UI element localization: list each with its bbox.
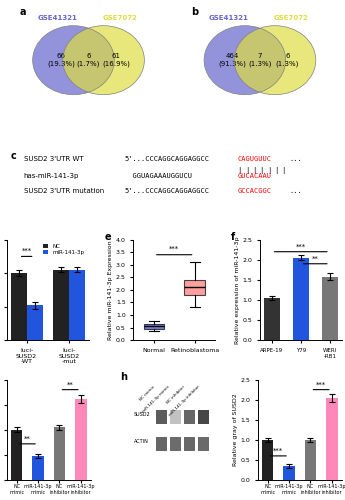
- Text: GSE7072: GSE7072: [274, 14, 309, 20]
- Text: e: e: [105, 232, 111, 241]
- Y-axis label: Relative expression of miR-141-3p: Relative expression of miR-141-3p: [235, 236, 240, 344]
- Text: NC inhibitor: NC inhibitor: [166, 384, 186, 404]
- Text: |: |: [253, 166, 255, 173]
- Text: 6
(1.7%): 6 (1.7%): [77, 54, 100, 67]
- Bar: [27, 306, 43, 340]
- Text: **: **: [67, 382, 73, 388]
- Bar: [326, 398, 338, 480]
- Ellipse shape: [33, 26, 114, 94]
- Text: **: **: [24, 436, 31, 442]
- Text: ...: ...: [290, 156, 303, 162]
- Text: GUCACAAU: GUCACAAU: [238, 173, 272, 179]
- Text: miR-141-3p inhibitor: miR-141-3p inhibitor: [168, 384, 201, 417]
- Bar: [53, 428, 65, 480]
- Y-axis label: Relative miR-141-3p Expression: Relative miR-141-3p Expression: [108, 240, 113, 340]
- FancyBboxPatch shape: [198, 410, 209, 424]
- Text: **: **: [312, 256, 319, 262]
- Text: c: c: [10, 151, 16, 161]
- Bar: [11, 430, 22, 480]
- Text: ***: ***: [316, 382, 326, 388]
- Text: |: |: [283, 166, 285, 173]
- FancyBboxPatch shape: [170, 410, 181, 424]
- Ellipse shape: [234, 26, 316, 94]
- Bar: [283, 466, 295, 480]
- Y-axis label: Relative gray of SUSD2: Relative gray of SUSD2: [233, 394, 238, 466]
- Text: |: |: [238, 166, 241, 173]
- PathPatch shape: [185, 280, 205, 295]
- Text: |: |: [246, 166, 248, 173]
- Text: GSE7072: GSE7072: [102, 14, 137, 20]
- Text: b: b: [191, 8, 198, 18]
- Text: GGUAGAAAUGGUCU: GGUAGAAAUGGUCU: [124, 173, 192, 179]
- Text: 61
(16.9%): 61 (16.9%): [102, 54, 130, 67]
- Bar: [69, 270, 85, 340]
- Text: ***: ***: [22, 248, 32, 254]
- FancyBboxPatch shape: [198, 437, 209, 451]
- FancyBboxPatch shape: [170, 437, 181, 451]
- Text: GCCACGGC: GCCACGGC: [238, 188, 272, 194]
- Ellipse shape: [204, 26, 286, 94]
- FancyBboxPatch shape: [184, 437, 195, 451]
- FancyBboxPatch shape: [184, 410, 195, 424]
- Text: ...: ...: [290, 188, 303, 194]
- Text: ACTIN: ACTIN: [134, 440, 149, 444]
- Text: f: f: [231, 232, 236, 241]
- Ellipse shape: [63, 26, 144, 94]
- Text: miR-141-3p mimic: miR-141-3p mimic: [141, 384, 171, 414]
- Text: SUSD2 3'UTR mutation: SUSD2 3'UTR mutation: [23, 188, 104, 194]
- Text: GSE41321: GSE41321: [37, 14, 77, 20]
- Text: a: a: [20, 8, 26, 18]
- Text: has-miR-141-3p: has-miR-141-3p: [23, 173, 79, 179]
- Text: |: |: [260, 166, 263, 173]
- Bar: [264, 298, 280, 340]
- Bar: [322, 276, 338, 340]
- Text: GSE41321: GSE41321: [209, 14, 248, 20]
- FancyBboxPatch shape: [156, 437, 167, 451]
- Text: 6
(1.3%): 6 (1.3%): [276, 54, 299, 67]
- Text: SUSD2 3'UTR WT: SUSD2 3'UTR WT: [23, 156, 83, 162]
- Text: 66
(19.3%): 66 (19.3%): [47, 54, 75, 67]
- Bar: [262, 440, 274, 480]
- Bar: [53, 270, 69, 340]
- Bar: [293, 258, 309, 340]
- Text: 7
(1.3%): 7 (1.3%): [248, 54, 272, 67]
- FancyBboxPatch shape: [156, 410, 167, 424]
- Text: SUSD2: SUSD2: [134, 412, 151, 417]
- Text: ***: ***: [169, 246, 179, 252]
- Text: |: |: [275, 166, 277, 173]
- Bar: [11, 273, 27, 340]
- Text: 5'...CCCAGGCAGGAGGCC: 5'...CCCAGGCAGGAGGCC: [124, 188, 209, 194]
- Text: NC mimic: NC mimic: [139, 384, 156, 402]
- Bar: [305, 440, 316, 480]
- Bar: [32, 456, 44, 480]
- Legend: NC, miR-141-3p: NC, miR-141-3p: [41, 242, 86, 256]
- Text: ***: ***: [296, 244, 306, 250]
- Bar: [75, 398, 87, 480]
- Text: 5'...CCCAGGCAGGAGGCC: 5'...CCCAGGCAGGAGGCC: [124, 156, 209, 162]
- PathPatch shape: [144, 324, 164, 329]
- Text: h: h: [120, 372, 127, 382]
- Text: CAGUGUUC: CAGUGUUC: [238, 156, 272, 162]
- Text: 464
(91.3%): 464 (91.3%): [218, 54, 246, 67]
- Text: |: |: [268, 166, 270, 173]
- Text: ***: ***: [273, 448, 283, 454]
